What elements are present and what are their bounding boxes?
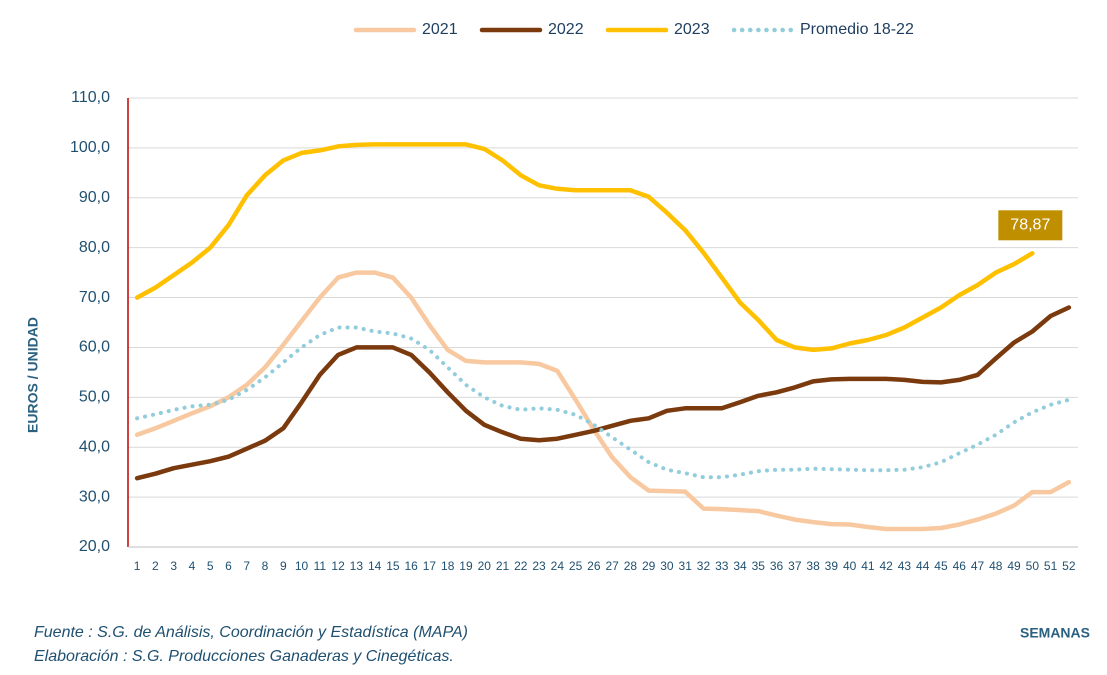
x-tick-label: 16 [404,559,418,573]
series-line [134,142,1035,353]
data-label: 78,87 [1010,217,1050,234]
x-tick-label: 7 [243,559,250,573]
x-tick-label: 31 [679,559,693,573]
x-tick-label: 11 [314,559,327,573]
x-tick-label: 41 [861,559,875,573]
x-tick-label: 5 [207,559,214,573]
x-tick-label: 49 [1007,559,1021,573]
x-tick-label: 13 [350,559,364,573]
x-tick-label: 45 [934,559,948,573]
source-note: Fuente : S.G. de Análisis, Coordinación … [34,624,468,641]
x-tick-label: 21 [496,559,510,573]
x-tick-label: 44 [916,559,930,573]
y-tick-label: 50,0 [79,389,110,406]
x-tick-label: 32 [697,559,711,573]
x-tick-label: 6 [225,559,232,573]
x-tick-label: 17 [423,559,437,573]
x-tick-label: 42 [879,559,893,573]
series-line [134,305,1072,481]
x-tick-label: 39 [825,559,839,573]
series-line [134,270,1072,532]
x-tick-label: 1 [134,559,141,573]
x-tick-label: 4 [189,559,196,573]
legend: 2021 2022 2023 Promedio 18-22 [353,21,914,38]
x-tick-label: 14 [368,559,382,573]
y-tick-label: 100,0 [70,139,110,156]
x-tick-label: 40 [843,559,857,573]
y-tick-label: 40,0 [79,438,110,455]
x-tick-label: 24 [551,559,565,573]
x-tick-label: 23 [532,559,546,573]
y-tick-label: 20,0 [79,538,110,555]
data-label-box [998,210,1063,241]
y-tick-label: 90,0 [79,189,110,206]
x-tick-label: 36 [770,559,784,573]
x-tick-label: 46 [953,559,967,573]
x-tick-label: 33 [715,559,729,573]
x-tick-label: 9 [280,559,287,573]
x-tick-label: 38 [806,559,820,573]
x-tick-label: 30 [660,559,674,573]
x-tick-label: 35 [752,559,766,573]
x-tick-label: 15 [386,559,400,573]
x-tick-label: 29 [642,559,656,573]
x-tick-label: 47 [971,559,985,573]
x-tick-label: 27 [605,559,619,573]
y-tick-label: 30,0 [79,488,110,505]
y-tick-label: 60,0 [79,339,110,356]
series-line [135,325,1071,480]
x-tick-label: 2 [152,559,159,573]
y-tick-label: 70,0 [79,289,110,306]
legend-label: 2022 [548,21,584,38]
source-note: Elaboración : S.G. Producciones Ganadera… [34,648,454,665]
x-tick-label: 18 [441,559,455,573]
x-tick-label: 22 [514,559,528,573]
x-tick-label: 3 [170,559,177,573]
legend-label: Promedio 18-22 [800,21,914,38]
x-tick-label: 26 [587,559,601,573]
x-tick-label: 51 [1044,559,1058,573]
x-tick-label: 10 [295,559,309,573]
x-tick-label: 25 [569,559,583,573]
x-tick-label: 52 [1062,559,1076,573]
y-axis-title: EUROS / UNIDAD [25,317,41,433]
x-tick-label: 34 [733,559,747,573]
x-tick-label: 37 [788,559,802,573]
x-tick-label: 50 [1026,559,1040,573]
legend-label: 2021 [422,21,458,38]
x-tick-label: 28 [624,559,638,573]
x-tick-label: 8 [262,559,269,573]
y-tick-label: 80,0 [79,239,110,256]
x-axis-title: SEMANAS [1020,625,1090,641]
x-tick-label: 43 [898,559,912,573]
x-tick-label: 20 [478,559,492,573]
x-tick-label: 19 [459,559,473,573]
y-tick-label: 110,0 [71,89,110,106]
x-tick-label: 48 [989,559,1003,573]
legend-label: 2023 [674,21,710,38]
x-tick-label: 12 [331,559,345,573]
